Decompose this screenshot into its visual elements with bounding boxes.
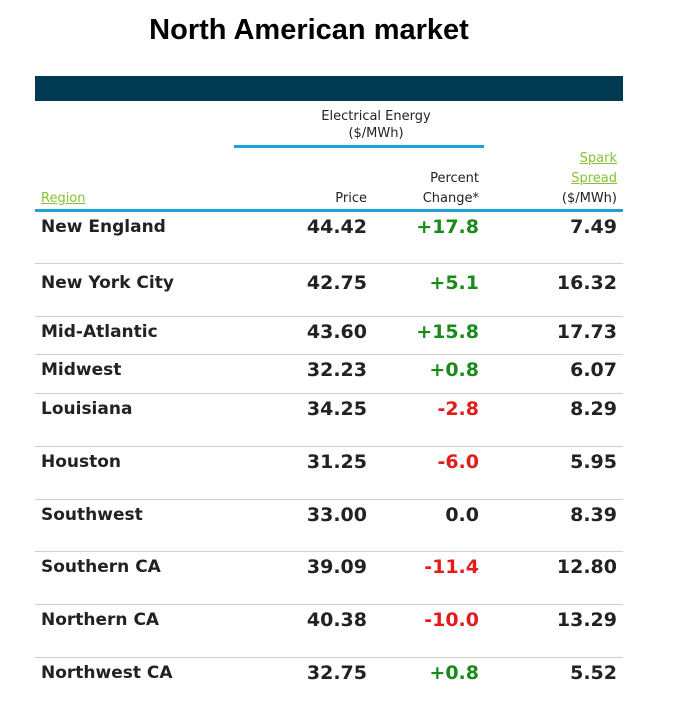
percent-change-column-header: Percent Change*	[380, 169, 479, 209]
region-cell: New York City	[41, 273, 174, 293]
region-cell: Mid-Atlantic	[41, 322, 158, 342]
page-title: North American market	[149, 14, 469, 46]
percent-change-cell: 0.0	[445, 504, 479, 526]
spark-spread-cell: 7.49	[570, 216, 617, 238]
group-header-line2: ($/MWh)	[348, 126, 404, 141]
price-cell: 39.09	[306, 556, 367, 578]
table-row: Louisiana 34.25 -2.8 8.29	[35, 394, 623, 447]
spark-spread-cell: 5.95	[570, 451, 617, 473]
electrical-energy-group-header: Electrical Energy ($/MWh)	[300, 108, 452, 142]
spark-spread-column-header[interactable]: Spark Spread ($/MWh)	[500, 149, 617, 209]
spark-header-line3: ($/MWh)	[561, 191, 617, 206]
region-cell: Northwest CA	[41, 663, 173, 683]
table-row: New England 44.42 +17.8 7.49	[35, 212, 623, 264]
region-column-header[interactable]: Region	[41, 189, 86, 209]
table-row: Northern CA 40.38 -10.0 13.29	[35, 605, 623, 658]
spark-spread-cell: 8.39	[570, 504, 617, 526]
table-row: Houston 31.25 -6.0 5.95	[35, 447, 623, 500]
percent-change-cell: +5.1	[429, 272, 479, 294]
header-rule	[35, 209, 623, 212]
table-row: New York City 42.75 +5.1 16.32	[35, 264, 623, 317]
percent-change-cell: -6.0	[437, 451, 479, 473]
region-cell: Houston	[41, 452, 122, 472]
price-cell: 31.25	[306, 451, 367, 473]
price-cell: 42.75	[306, 272, 367, 294]
group-header-rule	[234, 145, 484, 148]
price-cell: 40.38	[306, 609, 367, 631]
region-cell: Southwest	[41, 505, 143, 525]
percent-change-cell: -2.8	[437, 398, 479, 420]
pct-header-line1: Percent	[430, 171, 479, 186]
price-cell: 43.60	[306, 321, 367, 343]
spark-spread-cell: 13.29	[556, 609, 617, 631]
spark-spread-cell: 17.73	[556, 321, 617, 343]
percent-change-cell: -11.4	[424, 556, 479, 578]
spark-spread-cell: 12.80	[556, 556, 617, 578]
group-header-line1: Electrical Energy	[321, 109, 431, 124]
spark-spread-cell: 8.29	[570, 398, 617, 420]
spark-header-line1[interactable]: Spark	[579, 151, 617, 166]
region-cell: Northern CA	[41, 610, 160, 630]
table-row: Mid-Atlantic 43.60 +15.8 17.73	[35, 317, 623, 355]
price-cell: 32.23	[306, 359, 367, 381]
region-cell: Midwest	[41, 360, 122, 380]
price-column-header: Price	[335, 191, 367, 206]
percent-change-cell: +0.8	[429, 359, 479, 381]
price-cell: 34.25	[306, 398, 367, 420]
region-cell: Southern CA	[41, 557, 161, 577]
table-row: Northwest CA 32.75 +0.8 5.52	[35, 658, 623, 699]
spark-spread-cell: 5.52	[570, 662, 617, 684]
region-header-link[interactable]: Region	[41, 191, 86, 206]
percent-change-cell: -10.0	[424, 609, 479, 631]
region-cell: New England	[41, 217, 166, 237]
header-band	[35, 76, 623, 101]
percent-change-cell: +17.8	[416, 216, 479, 238]
spark-spread-cell: 6.07	[570, 359, 617, 381]
price-cell: 32.75	[306, 662, 367, 684]
table-row: Southwest 33.00 0.0 8.39	[35, 500, 623, 552]
region-cell: Louisiana	[41, 399, 133, 419]
pct-header-line2: Change*	[422, 191, 479, 206]
price-cell: 33.00	[306, 504, 367, 526]
percent-change-cell: +0.8	[429, 662, 479, 684]
table-row: Midwest 32.23 +0.8 6.07	[35, 355, 623, 394]
price-cell: 44.42	[306, 216, 367, 238]
percent-change-cell: +15.8	[416, 321, 479, 343]
spark-header-line2[interactable]: Spread	[571, 171, 617, 186]
spark-spread-cell: 16.32	[556, 272, 617, 294]
table-row: Southern CA 39.09 -11.4 12.80	[35, 552, 623, 605]
